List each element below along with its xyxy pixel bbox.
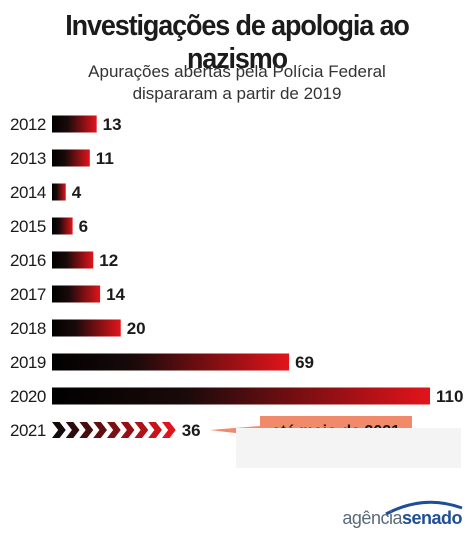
bar-2019	[52, 353, 290, 371]
bar-2012	[52, 115, 97, 133]
category-label-2015: 2015	[10, 217, 46, 236]
category-label-2017: 2017	[10, 285, 46, 304]
category-label-2012: 2012	[10, 115, 46, 134]
value-label-2021: 36	[182, 421, 201, 440]
value-label-2020: 110	[436, 387, 463, 406]
value-label-2018: 20	[127, 319, 146, 338]
category-label-2020: 2020	[10, 387, 46, 406]
value-label-2017: 14	[106, 285, 125, 304]
category-label-2021: 2021	[10, 421, 46, 440]
bar-2015	[52, 217, 73, 235]
chart-subtitle-line-1: Apurações abertas pela Polícia Federal	[88, 62, 386, 81]
category-label-2014: 2014	[10, 183, 46, 202]
bar-2014	[52, 183, 66, 201]
category-label-2016: 2016	[10, 251, 46, 270]
value-label-2013: 11	[96, 149, 114, 168]
logo-text-agencia: agência	[342, 508, 402, 528]
category-label-2019: 2019	[10, 353, 46, 372]
value-label-2019: 69	[295, 353, 314, 372]
bar-2017	[52, 285, 101, 303]
value-label-2012: 13	[103, 115, 122, 134]
value-label-2015: 6	[79, 217, 88, 236]
bar-2016	[52, 251, 94, 269]
logo-backdrop	[236, 428, 461, 468]
category-label-2013: 2013	[10, 149, 46, 168]
category-label-2018: 2018	[10, 319, 46, 338]
logo-arc-icon	[385, 500, 463, 516]
bar-2021	[52, 422, 176, 438]
value-label-2014: 4	[72, 183, 82, 202]
logo-text-senado: senado	[401, 508, 463, 528]
bar-2018	[52, 319, 121, 337]
bar-2020	[52, 387, 430, 405]
bar-2013	[52, 149, 90, 167]
agencia-senado-logo: agênciasenado	[342, 508, 462, 529]
value-label-2016: 12	[99, 251, 118, 270]
chart-subtitle-line-2: dispararam a partir de 2019	[132, 84, 342, 103]
chart-title: Investigações de apologia ao nazismo	[65, 10, 410, 75]
